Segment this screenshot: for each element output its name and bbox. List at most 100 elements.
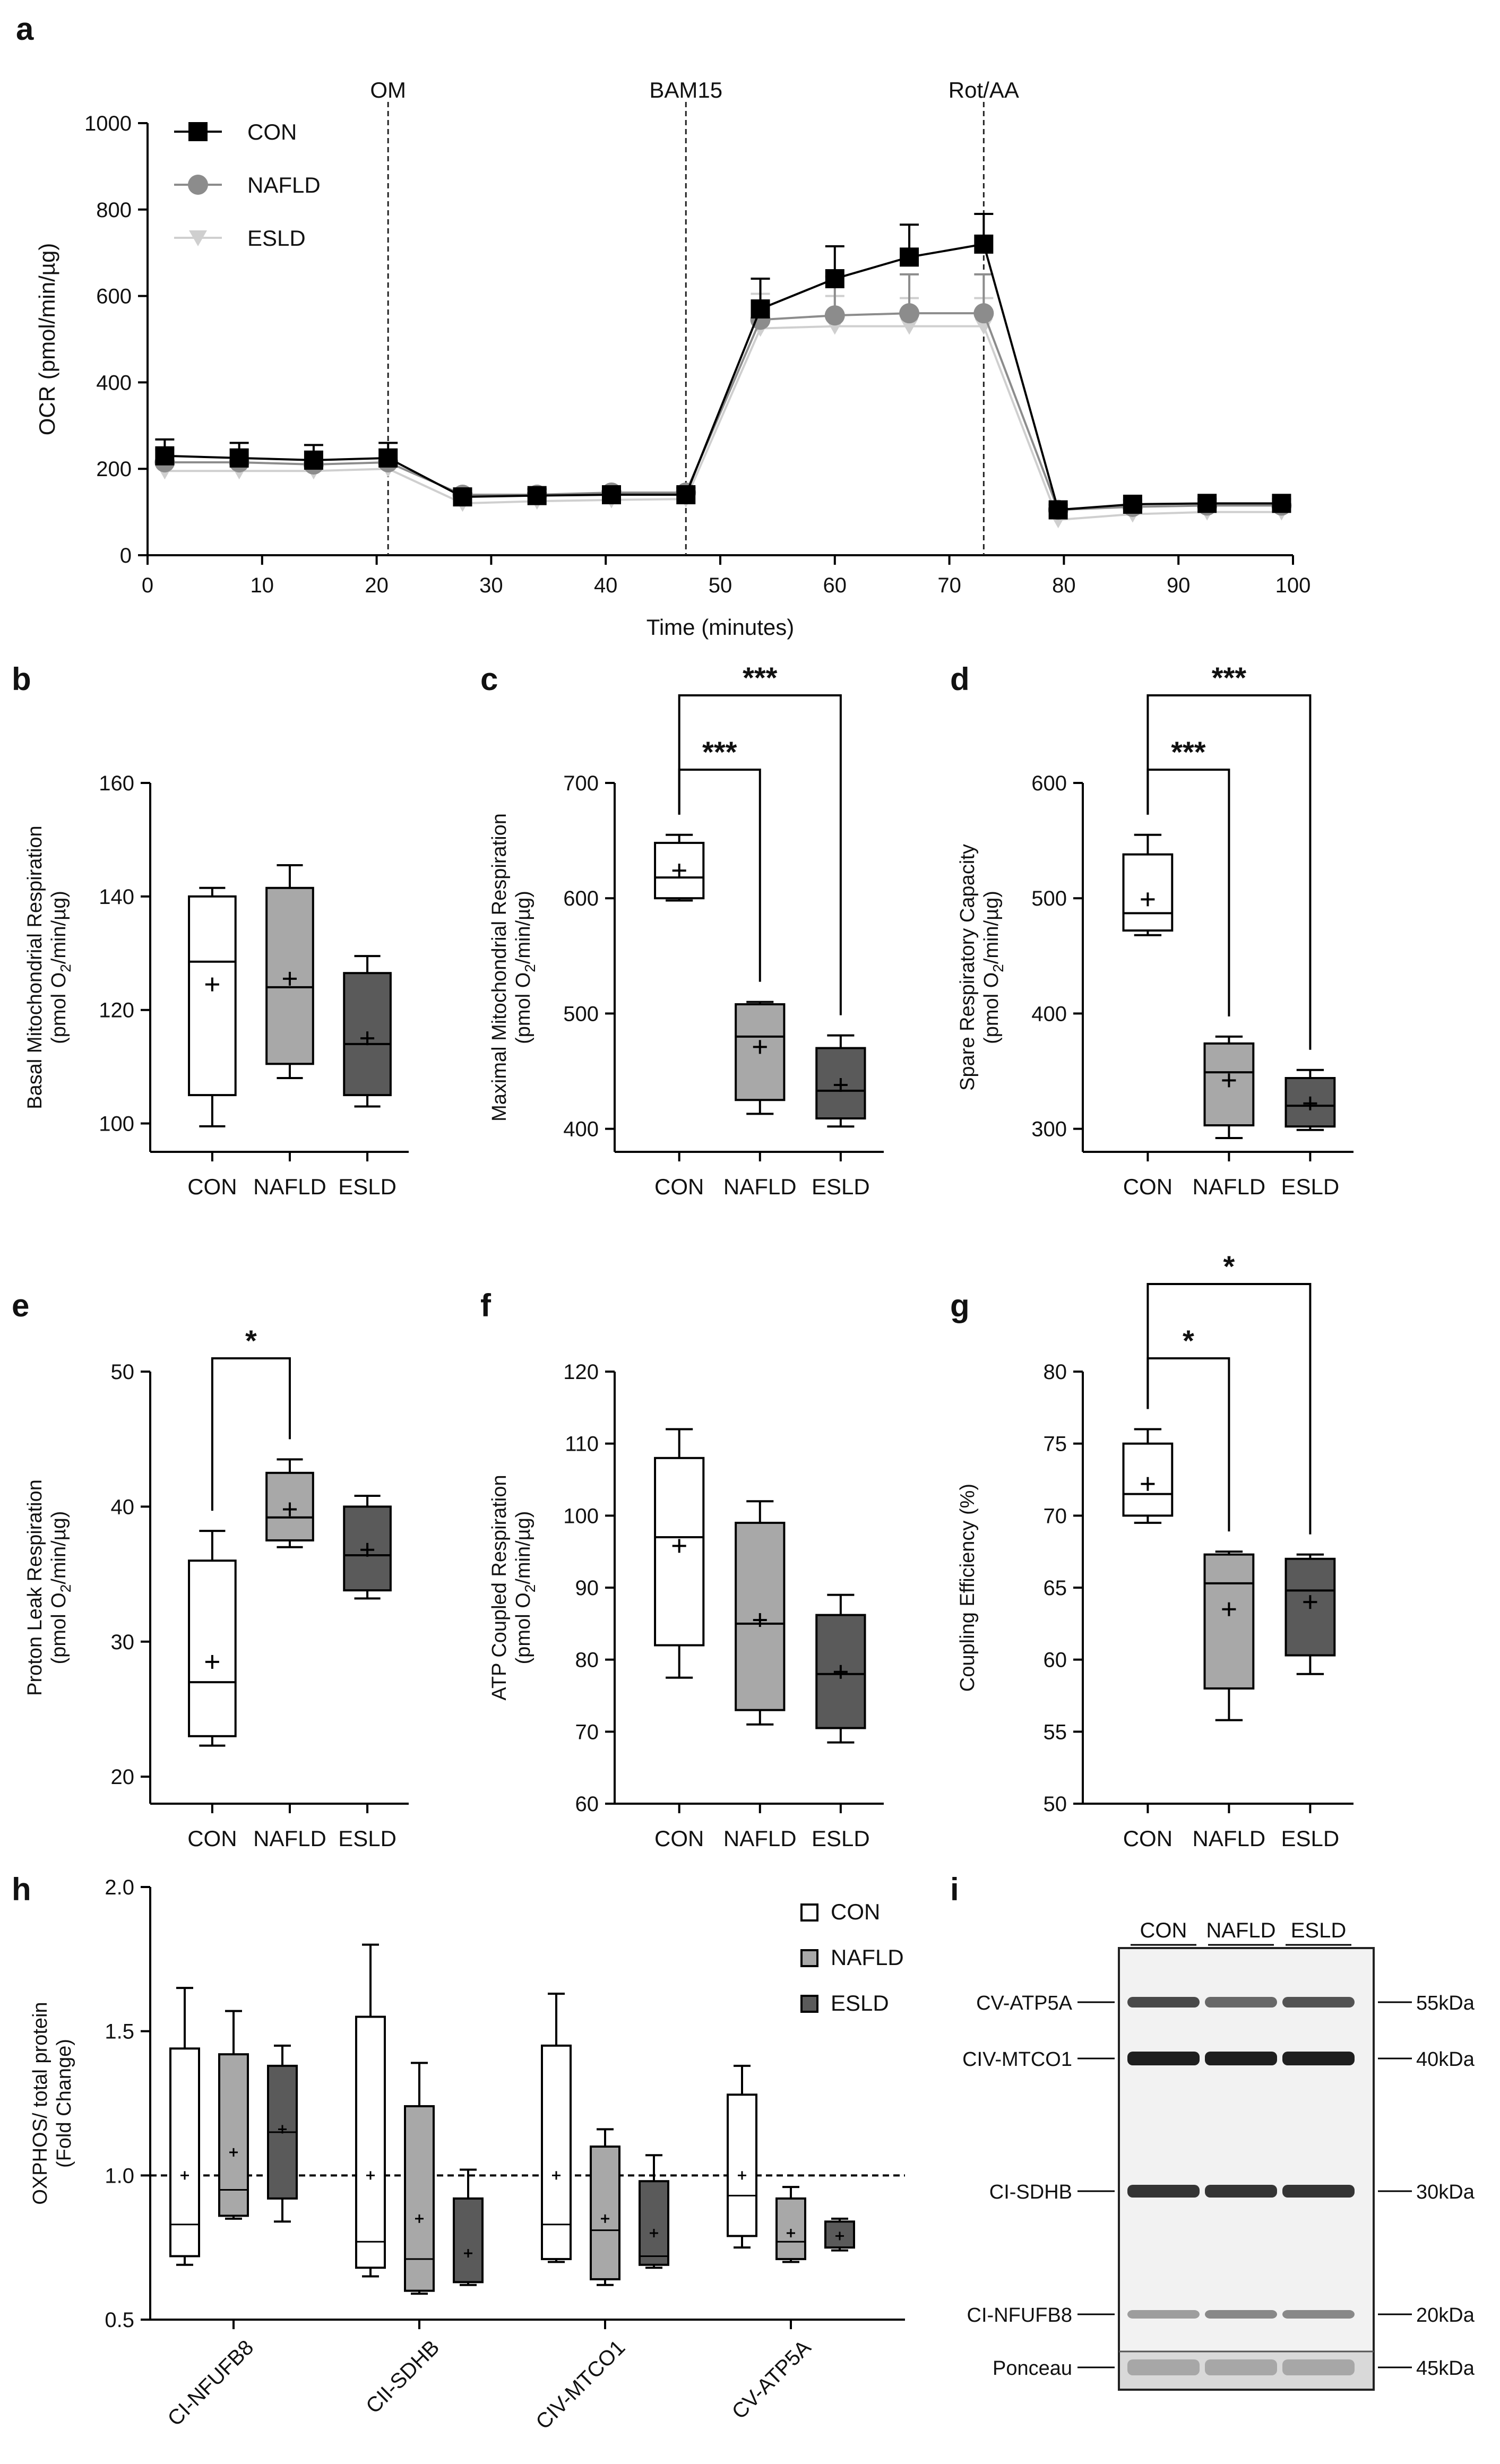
y-tick-label: 400 (96, 371, 132, 394)
box-iqr (824, 2220, 855, 2249)
x-tick-label: CV-ATP5A (728, 2336, 816, 2424)
panel-b-chart: 100 120 140 160 CON NAFLD ESLD Basal Mitochondr… (24, 772, 409, 1199)
box-con (188, 1530, 237, 1747)
y-tick-label: 0 (120, 544, 132, 567)
box-esld (343, 1495, 392, 1600)
blot-membrane (1118, 1947, 1375, 2391)
x-tick-label: CON (654, 1174, 704, 1199)
size-label: 40kDa (1416, 2048, 1475, 2071)
x-tick-label: CIV-MTCO1 (531, 2336, 630, 2434)
x-tick-label: 10 (251, 574, 274, 597)
data-point (751, 299, 770, 319)
x-tick-label: 40 (594, 574, 618, 597)
band-label: CV-ATP5A (976, 1992, 1073, 2014)
x-tick-label: NAFLD (1193, 1174, 1266, 1199)
panel-e-chart: 20 30 40 50 CON NAFLD ESLD Proton Leak Respirat… (24, 1324, 409, 1851)
panel-letter-h: h (12, 1872, 31, 1907)
panel-letter-i: i (950, 1872, 959, 1907)
y-tick-label: 80 (1044, 1360, 1067, 1384)
box-iqr (404, 2105, 435, 2292)
lane-label: NAFLD (1206, 1919, 1275, 1942)
y-tick-label: 120 (563, 1360, 599, 1384)
band (1282, 2310, 1355, 2319)
box-iqr (188, 895, 237, 1097)
data-point (1048, 500, 1068, 520)
y-tick-label: 1.5 (105, 2020, 134, 2044)
box-esld (343, 955, 392, 1108)
data-point (155, 446, 175, 466)
y-axis-label-line2: (pmol O2/min/µg) (512, 1511, 538, 1665)
data-point (229, 448, 249, 468)
box-con (1122, 1428, 1174, 1524)
y-tick-label: 55 (1044, 1720, 1067, 1744)
y-tick-label: 100 (563, 1504, 599, 1528)
box-nafld (1203, 1550, 1255, 1721)
series-line (165, 325, 1282, 521)
box-con (188, 886, 237, 1127)
y-tick-label: 600 (563, 887, 599, 910)
panel-letter-d: d (950, 661, 970, 697)
data-point (304, 450, 323, 470)
data-point (601, 485, 621, 505)
y-axis-label: OCR (pmol/min/µg) (35, 243, 59, 436)
box-con (1122, 833, 1174, 936)
x-tick-label: ESLD (812, 1826, 870, 1851)
significance-label: * (1223, 1250, 1235, 1283)
y-axis-label-line1: Spare Respiratory Capacity (956, 844, 979, 1091)
panel-h-chart: 0.5 1.0 1.5 2.0 OXPHOS/ total protein (Fold C… (29, 1876, 905, 2434)
lane-label: CON (1140, 1919, 1187, 1942)
x-tick-label: 90 (1167, 574, 1191, 597)
box-iqr (1203, 1553, 1255, 1690)
y-tick-label: 120 (99, 999, 134, 1022)
y-axis-label-line1: ATP Coupled Respiration (488, 1475, 511, 1700)
box-nafld (218, 2010, 249, 2220)
y-tick-label: 50 (1044, 1793, 1067, 1816)
y-tick-label: 60 (575, 1793, 599, 1816)
band (1127, 2359, 1200, 2375)
y-tick-label: 2.0 (105, 1876, 134, 1899)
data-point (900, 247, 919, 267)
y-axis-label-line1: Coupling Efficiency (%) (956, 1484, 979, 1692)
y-tick-label: 500 (563, 1002, 599, 1026)
y-tick-label: 75 (1044, 1433, 1067, 1456)
size-label: 20kDa (1416, 2304, 1475, 2327)
box-esld (1285, 1069, 1336, 1131)
band (1127, 2185, 1200, 2198)
x-tick-label: 30 (479, 574, 503, 597)
band-row: Ponceau 45kDa (993, 2357, 1475, 2380)
x-tick-label: ESLD (1281, 1826, 1340, 1851)
band (1282, 2052, 1355, 2065)
y-tick-label: 800 (96, 199, 132, 222)
y-tick-label: 50 (111, 1360, 135, 1384)
data-point (378, 448, 398, 468)
box-nafld (1203, 1035, 1255, 1139)
legend-h: CON NAFLD ESLD (800, 1899, 904, 2015)
x-tick-label: CII-SDHB (361, 2336, 444, 2418)
x-tick-label: 70 (937, 574, 961, 597)
data-point (973, 303, 994, 324)
y-tick-label: 600 (96, 285, 132, 308)
legend-label: NAFLD (247, 173, 321, 197)
panel-letter-f: f (480, 1288, 492, 1323)
box-esld (1285, 1553, 1336, 1675)
x-tick-label: CON (654, 1826, 704, 1851)
data-point (974, 234, 994, 254)
box-esld (824, 2217, 855, 2252)
panel-a-chart: 0 200 400 600 800 1000 0 10 20 30 40 50 60 70 80 90 100 T… (35, 77, 1311, 640)
y-tick-label: 80 (575, 1649, 599, 1672)
legend-label: CON (831, 1899, 880, 1924)
y-tick-label: 400 (563, 1118, 599, 1141)
x-tick-label: NAFLD (253, 1174, 326, 1199)
box-iqr (727, 2093, 757, 2237)
box-iqr (1122, 853, 1174, 932)
data-point (825, 269, 844, 289)
y-tick-label: 110 (565, 1433, 599, 1456)
x-tick-label: ESLD (338, 1174, 396, 1199)
panel-letter-c: c (480, 661, 498, 697)
y-tick-label: 1.0 (105, 2164, 134, 2187)
band (1282, 1997, 1355, 2008)
band (1282, 2185, 1355, 2198)
box-con (169, 1987, 200, 2266)
data-point (676, 485, 696, 505)
box-nafld (735, 1001, 786, 1115)
